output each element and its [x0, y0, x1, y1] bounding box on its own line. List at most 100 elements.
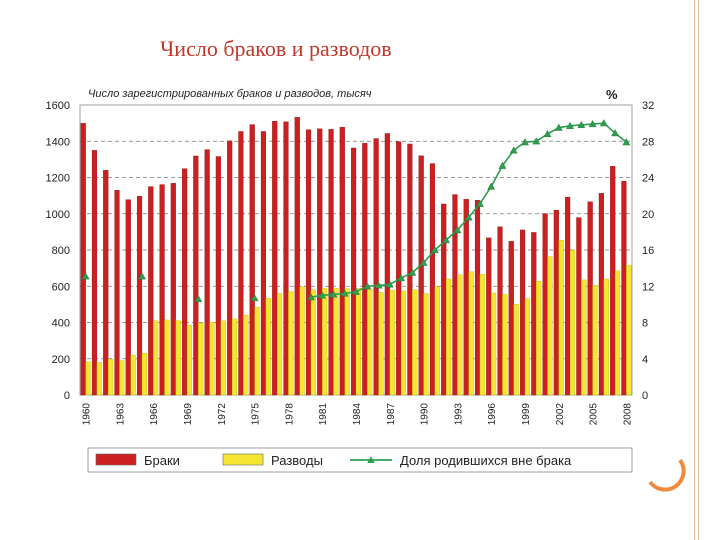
- bar-divorces: [108, 358, 114, 396]
- y-tick-label: 1000: [46, 209, 70, 221]
- chart-title: Число зарегистрированных браков и развод…: [88, 88, 372, 100]
- line-point: [543, 129, 552, 138]
- bar-divorces: [423, 293, 429, 396]
- bar-divorces: [592, 285, 598, 396]
- bar-divorces: [198, 322, 204, 396]
- y-tick-label: 1600: [46, 100, 70, 112]
- bar-divorces: [175, 320, 181, 396]
- legend-label: Браки: [144, 453, 180, 468]
- bar-marriages: [305, 129, 312, 396]
- bar-marriages: [125, 199, 131, 396]
- bar-divorces: [389, 289, 395, 396]
- x-tick-label: 1966: [149, 403, 160, 426]
- bar-divorces: [333, 288, 339, 396]
- bar-divorces: [220, 320, 226, 396]
- bar-marriages: [339, 126, 345, 396]
- bar-divorces: [164, 319, 170, 396]
- x-tick-label: 1960: [82, 403, 93, 426]
- bar-marriages: [215, 156, 221, 396]
- bar-marriages: [531, 232, 537, 396]
- bar-marriages: [103, 170, 109, 396]
- bar-marriages: [193, 155, 199, 396]
- x-tick-label: 1969: [183, 403, 194, 426]
- line-point: [532, 137, 541, 145]
- bar-divorces: [524, 298, 530, 396]
- x-tick-label: 1990: [420, 403, 431, 426]
- x-tick-label: 2008: [622, 403, 633, 426]
- bar-marriages: [407, 143, 413, 396]
- line-point: [194, 294, 203, 303]
- line-point: [487, 182, 496, 190]
- decorative-corner-icon: [648, 458, 686, 492]
- bar-marriages: [508, 241, 514, 396]
- line-point: [352, 287, 360, 295]
- bar-marriages: [317, 128, 323, 396]
- bar-divorces: [367, 288, 373, 396]
- line-point: [340, 289, 349, 297]
- line-point: [498, 161, 507, 169]
- line-point: [622, 138, 631, 146]
- line-point: [374, 281, 383, 289]
- y2-tick-label: 24: [642, 173, 654, 185]
- y-tick-label: 1400: [46, 136, 70, 148]
- bar-divorces: [186, 324, 193, 396]
- slide-frame-right-inner: [698, 0, 699, 540]
- legend-label: Разводы: [271, 453, 323, 468]
- bar-marriages: [249, 124, 255, 396]
- bar-marriages: [80, 123, 86, 396]
- y2-tick-label: 4: [642, 354, 648, 366]
- y2-tick-label: 0: [642, 390, 648, 402]
- x-tick-label: 2005: [589, 403, 600, 426]
- bar-marriages: [182, 168, 188, 396]
- line-point: [81, 272, 90, 280]
- bar-divorces: [265, 298, 271, 396]
- bar-marriages: [373, 138, 379, 396]
- line-point: [475, 199, 484, 207]
- bar-marriages: [238, 131, 244, 396]
- x-tick-label: 1981: [318, 403, 329, 426]
- bar-marriages: [204, 149, 210, 396]
- bar-divorces: [254, 306, 260, 396]
- line-point: [385, 280, 394, 288]
- bar-divorces: [299, 286, 305, 396]
- bar-marriages: [463, 199, 469, 396]
- line-point: [611, 129, 620, 137]
- axis-layer: 0 200 400 600 800 1000 1200 1400 1600 0 4 8 12 16 20 24…: [46, 100, 655, 425]
- bar-divorces: [310, 289, 316, 396]
- x-tick-label: 1987: [386, 403, 397, 426]
- bar-divorces: [479, 274, 485, 396]
- bar-divorces: [457, 274, 463, 396]
- bar-divorces: [153, 320, 159, 396]
- line-layer: [81, 119, 631, 303]
- bar-divorces: [400, 290, 407, 396]
- line-point: [453, 226, 462, 234]
- bar-marriages: [272, 120, 278, 396]
- line-point: [408, 268, 417, 276]
- line-point: [419, 258, 428, 266]
- right-axis-unit: %: [606, 87, 618, 102]
- bar-divorces: [96, 362, 102, 396]
- line-point: [250, 294, 259, 302]
- y2-tick-label: 16: [642, 245, 654, 257]
- bar-divorces: [209, 322, 215, 396]
- bar-divorces: [355, 288, 361, 396]
- line-point: [509, 146, 518, 154]
- bar-marriages: [114, 190, 120, 396]
- line-point: [306, 293, 315, 301]
- bar-marriages: [91, 150, 98, 396]
- bar-marriages: [418, 155, 424, 396]
- bar-marriages: [362, 143, 368, 396]
- bar-divorces: [378, 292, 384, 396]
- x-tick-label: 1996: [487, 403, 498, 426]
- bar-divorces: [288, 291, 294, 396]
- bar-marriages: [429, 163, 436, 396]
- x-tick-label: 1972: [217, 403, 228, 426]
- bar-divorces: [581, 279, 587, 396]
- line-point: [554, 123, 563, 131]
- line-point: [430, 245, 439, 254]
- x-tick-label: 1978: [284, 403, 295, 426]
- bar-marriages: [294, 117, 300, 396]
- bar-marriages: [598, 193, 604, 396]
- bar-divorces: [468, 271, 474, 396]
- bar-marriages: [328, 129, 334, 396]
